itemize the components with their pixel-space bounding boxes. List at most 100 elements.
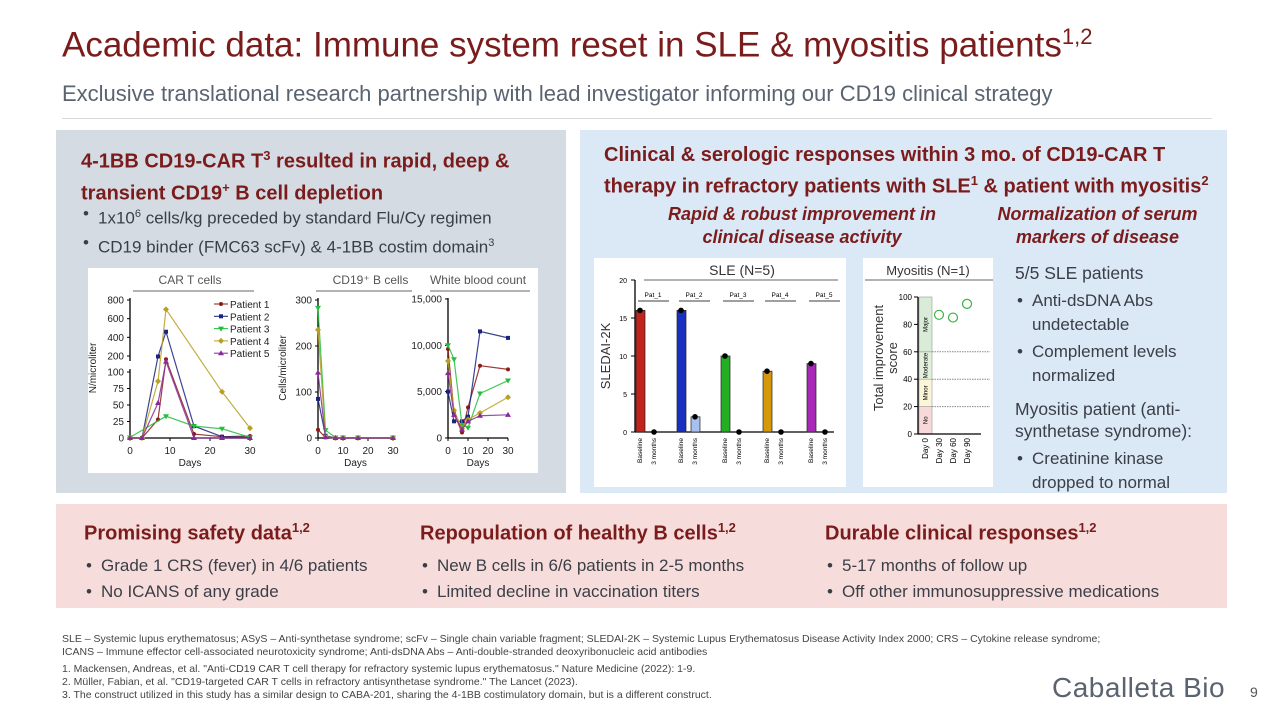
band-major <box>918 296 933 353</box>
group-label: Pat_2 <box>686 292 703 299</box>
marker-point <box>478 329 482 334</box>
bullet: 5-17 months of follow up <box>825 554 1225 578</box>
y-tick-label: 5,000 <box>417 387 442 398</box>
chart-title: SLE (N=5) <box>709 262 775 278</box>
reference: 2. Müller, Fabian, et al. "CD19-targeted… <box>62 676 578 688</box>
marker-point <box>156 354 160 359</box>
group-label: Pat_1 <box>645 292 662 299</box>
marker-point <box>445 358 451 365</box>
legend-label: Patient 4 <box>230 337 270 348</box>
y-tick-label: 20 <box>619 278 627 285</box>
marker-point <box>163 306 169 313</box>
references: 1. Mackensen, Andreas, et al. "Anti-CD19… <box>62 663 1062 702</box>
durable-section: Durable clinical responses1,2 5-17 month… <box>825 515 1225 604</box>
data-point <box>822 429 828 435</box>
x-tick-label: 30 <box>244 446 256 457</box>
x-tick-label: Day 30 <box>935 437 944 463</box>
bullet: Anti-dsDNA Abs undetectable <box>1015 289 1225 337</box>
marker-point <box>505 378 511 384</box>
marker-point <box>219 302 223 306</box>
marker-point <box>452 419 456 424</box>
x-tick-label: Day 90 <box>963 437 972 463</box>
abbreviations: SLE – Systemic lupus erythematosus; ASyS… <box>62 633 1101 658</box>
repopulation-section: Repopulation of healthy B cells1,2 New B… <box>420 515 820 604</box>
marker-point <box>451 357 457 363</box>
marker-point <box>340 435 346 440</box>
y-axis-label: score <box>885 342 900 374</box>
legend-label: Patient 1 <box>230 300 270 311</box>
x-tick-label: 3 months <box>651 437 658 464</box>
y-tick-label: 80 <box>903 320 912 329</box>
bar-baseline <box>806 363 817 433</box>
right-panel-heading: Clinical & serologic responses within 3 … <box>604 144 1209 198</box>
marker-point <box>316 396 320 401</box>
data-point <box>961 298 973 309</box>
x-axis-label: Days <box>344 458 367 469</box>
group-label: Pat_5 <box>816 292 833 299</box>
sle-bar-chart-svg: SLE (N=5) 0 5 10 15 20 SLEDAI-2K Pat_1 Baseline 3… <box>598 262 840 465</box>
marker-point <box>316 427 320 432</box>
myositis-chart-svg: Myositis (N=1) No Minor Moderate Major 0 20 40 6… <box>865 263 993 463</box>
marker-point <box>219 435 225 440</box>
marker-point <box>446 389 450 394</box>
marker-point <box>506 367 510 372</box>
y-tick-label: 100 <box>295 388 312 399</box>
data-point <box>722 353 728 359</box>
y-tick-label: 100 <box>107 368 124 379</box>
legend-label: Patient 5 <box>230 349 270 360</box>
legend-label: Patient 2 <box>230 312 270 323</box>
marker-point <box>163 358 169 364</box>
bullet: Grade 1 CRS (fever) in 4/6 patients <box>84 554 414 578</box>
x-tick-label: Baseline <box>722 438 729 463</box>
safety-section: Promising safety data1,2 Grade 1 CRS (fe… <box>84 515 414 604</box>
marker-point <box>451 407 457 414</box>
myositis-chart: Myositis (N=1) No Minor Moderate Major 0 20 40 6… <box>863 258 993 487</box>
data-point <box>933 309 945 320</box>
reference: 1. Mackensen, Andreas, et al. "Anti-CD19… <box>62 663 696 675</box>
bar-baseline <box>762 370 773 433</box>
bottom-panel: Promising safety data1,2 Grade 1 CRS (fe… <box>56 504 1227 608</box>
x-axis-label: Days <box>467 458 490 469</box>
y-axis-label: N/microliter <box>88 342 99 393</box>
band-label: Minor <box>924 385 930 400</box>
marker-point <box>218 326 224 332</box>
y-tick-label: 10,000 <box>411 341 442 352</box>
b-cell-charts: CAR T cells 0 10 20 30 Days 0 25 50 75 100 200 400 60… <box>88 268 538 473</box>
axis-break <box>126 361 136 369</box>
x-tick-label: 3 months <box>822 437 829 464</box>
marker-point <box>459 426 465 432</box>
divider <box>62 118 1212 119</box>
x-tick-label: 30 <box>502 446 514 457</box>
serum-markers: 5/5 SLE patients Anti-dsDNA Abs undetect… <box>1015 263 1225 495</box>
bar-baseline <box>635 310 646 433</box>
marker-point <box>477 412 483 418</box>
x-tick-label: 20 <box>362 446 374 457</box>
marker-point <box>332 435 339 440</box>
x-tick-label: 10 <box>337 446 349 457</box>
x-tick-label: Baseline <box>678 438 685 463</box>
marker-point <box>218 350 224 356</box>
sub-heading-clinical: Rapid & robust improvement in clinical d… <box>667 204 937 247</box>
x-tick-label: Day 60 <box>949 437 958 463</box>
x-tick-label: 0 <box>315 446 321 457</box>
y-tick-label: 600 <box>107 314 124 325</box>
marker-point <box>315 369 321 375</box>
series-line-5 <box>317 372 393 439</box>
bullet: No ICANS of any grade <box>84 580 414 604</box>
chart-title: Myositis (N=1) <box>886 263 969 278</box>
band-label: No <box>924 416 930 424</box>
group-label: Pat_3 <box>730 292 747 299</box>
x-tick-label: Baseline <box>764 438 771 463</box>
x-tick-label: 0 <box>127 446 133 457</box>
band-label: Moderate <box>924 352 930 378</box>
marker-point <box>465 418 471 424</box>
y-tick-label: 5 <box>623 392 627 399</box>
x-tick-label: 0 <box>445 446 451 457</box>
marker-point <box>465 425 471 431</box>
bullet: 1x106 cells/kg preceded by standard Flu/… <box>81 202 494 231</box>
bar-baseline <box>676 310 687 433</box>
y-tick-label: 0 <box>118 434 124 445</box>
sle-chart: SLE (N=5) 0 5 10 15 20 SLEDAI-2K Pat_1 Baseline 3… <box>594 258 846 487</box>
y-tick-label: 15,000 <box>411 294 442 305</box>
group-label: Pat_4 <box>772 292 789 299</box>
